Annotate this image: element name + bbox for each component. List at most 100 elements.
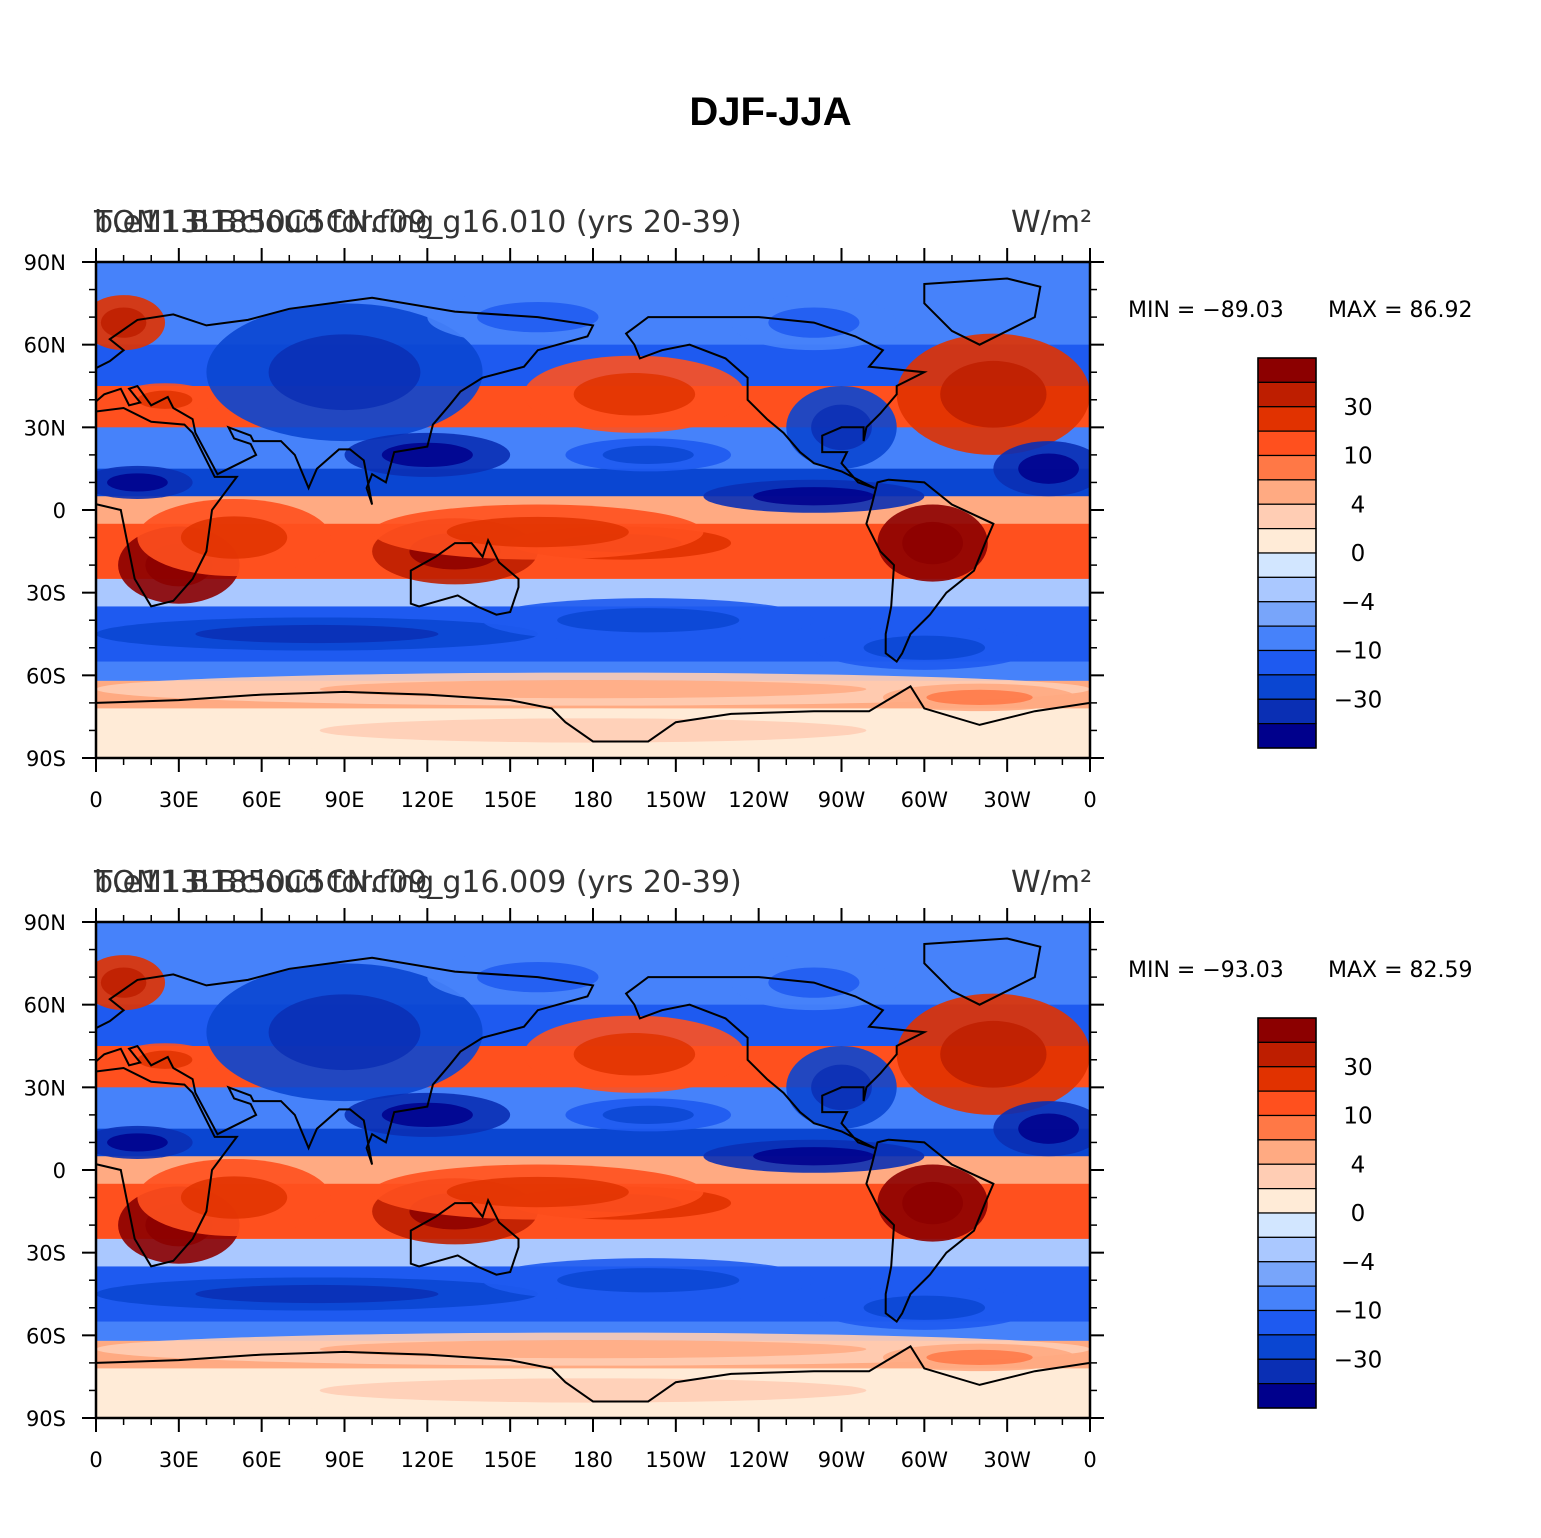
- coastline-southamerica: [865, 478, 995, 664]
- contour-blob-core: [268, 994, 421, 1071]
- colorbar-box: [1257, 454, 1317, 481]
- contour-blob-core: [446, 1176, 629, 1208]
- contour-blob-core: [180, 516, 288, 559]
- x-tick-label: 120E: [401, 1448, 454, 1472]
- colorbar-label: 10: [1343, 444, 1372, 470]
- contour-blob-core: [319, 1378, 867, 1403]
- coastline-australia: [409, 1197, 520, 1276]
- y-tick-label: 90S: [26, 747, 66, 771]
- right-title: W/m²: [1011, 205, 1092, 240]
- x-tick-label: 30E: [159, 1448, 199, 1472]
- contour-blob-core: [100, 967, 147, 998]
- contour-blob-core: [902, 521, 963, 565]
- y-tick-label: 60S: [26, 1324, 66, 1348]
- contour-blob-core: [319, 680, 867, 699]
- right-title: W/m²: [1011, 865, 1092, 900]
- coastline-antarctica: [96, 1345, 1090, 1418]
- y-tick-label: 60N: [24, 994, 66, 1018]
- colorbar-box: [1257, 1139, 1317, 1165]
- colorbar-box: [1257, 430, 1317, 457]
- contour-blob-core: [180, 1176, 288, 1219]
- colorbar-label: −10: [1334, 639, 1383, 665]
- colorbar-box: [1257, 1334, 1317, 1360]
- contour-blob-core: [381, 1102, 473, 1128]
- contour-blob-core: [319, 1340, 867, 1359]
- colorbar-box: [1257, 649, 1317, 676]
- contour-blob-core: [446, 516, 629, 548]
- x-tick-label: 90E: [325, 1448, 365, 1472]
- y-tick-label: 60N: [24, 334, 66, 358]
- x-tick-label: 90W: [818, 1448, 866, 1472]
- colorbar-label: −30: [1334, 687, 1383, 713]
- colorbar-frame: [1257, 1017, 1317, 1409]
- colorbar-label: 30: [1343, 395, 1372, 421]
- left-title: TOM13LB: [93, 865, 237, 900]
- colorbar-box: [1257, 723, 1317, 749]
- colorbar-box: [1257, 601, 1317, 627]
- contour-blob-core: [557, 1268, 740, 1293]
- colorbar-box: [1257, 625, 1317, 652]
- contour-field: [96, 922, 1090, 1418]
- colorbar-box: [1257, 1309, 1317, 1336]
- contour-blob-core: [940, 360, 1047, 428]
- colorbar-label: −4: [1341, 590, 1375, 616]
- colorbar-box: [1257, 1114, 1317, 1141]
- x-tick-label: 30W: [983, 1448, 1031, 1472]
- colorbar-box: [1257, 1285, 1317, 1312]
- colorbar-box: [1257, 552, 1317, 578]
- y-tick-label: 0: [53, 1159, 66, 1183]
- x-tick-label: 30W: [983, 788, 1031, 812]
- y-tick-label: 90N: [24, 251, 66, 275]
- colorbar-box: [1257, 1041, 1317, 1068]
- x-tick-label: 150W: [645, 788, 706, 812]
- x-tick-label: 90E: [325, 788, 365, 812]
- x-tick-label: 120W: [728, 788, 789, 812]
- lat-band: [96, 468, 1090, 498]
- colorbar: 30 10 4 0 −4 −10 −30: [1257, 1017, 1383, 1409]
- colorbar-label: 0: [1351, 541, 1366, 567]
- y-tick-label: 30N: [24, 1076, 66, 1100]
- contour-blob-core: [107, 1133, 168, 1152]
- map-panel-1: 0 30E 60E 90E 120E 150E 180 150W 120W 90W 60W 30W 09…: [24, 205, 1473, 812]
- contour-blob-core: [573, 373, 696, 416]
- y-tick-label: 30S: [26, 1242, 66, 1266]
- x-tick-label: 120E: [401, 788, 454, 812]
- contour-blob-core: [100, 307, 147, 338]
- min-stat: MIN = −93.03: [1128, 958, 1284, 983]
- contour-blob-core: [1018, 1113, 1079, 1144]
- variable-title: cloud forcing: [240, 205, 434, 240]
- variable-title: cloud forcing: [240, 865, 434, 900]
- map-panel-2: 0 30E 60E 90E 120E 150E 180 150W 120W 90W 60W 30W 09…: [24, 865, 1473, 1472]
- contour-blob-core: [319, 718, 867, 743]
- contour-blob-core: [137, 1050, 193, 1069]
- colorbar-box: [1257, 503, 1317, 530]
- left-title: TOM13LB: [93, 205, 237, 240]
- colorbar-box: [1257, 1066, 1317, 1092]
- max-stat: MAX = 86.92: [1328, 298, 1473, 323]
- contour-blob-core: [573, 1033, 696, 1076]
- colorbar-box: [1257, 1236, 1317, 1263]
- colorbar-box: [1257, 1358, 1317, 1385]
- contour-blob-core: [107, 473, 168, 492]
- contour-blob-core: [940, 1020, 1047, 1088]
- colorbar: 30 10 4 0 −4 −10 −30: [1257, 357, 1383, 749]
- contour-blob-core: [926, 1349, 1033, 1365]
- contour-blob-core: [195, 1284, 439, 1304]
- coastline-northamerica: [624, 976, 928, 1149]
- colorbar-box: [1257, 1163, 1317, 1190]
- colorbar-label: 0: [1351, 1201, 1366, 1227]
- x-tick-label: 90W: [818, 788, 866, 812]
- x-tick-label: 150W: [645, 1448, 706, 1472]
- y-tick-label: 30S: [26, 582, 66, 606]
- max-stat: MAX = 82.59: [1328, 958, 1473, 983]
- y-tick-label: 90S: [26, 1407, 66, 1431]
- x-tick-label: 0: [1083, 788, 1096, 812]
- colorbar-label: −30: [1334, 1347, 1383, 1373]
- colorbar-box: [1257, 1261, 1317, 1287]
- colorbar-label: 4: [1351, 492, 1366, 518]
- x-tick-label: 0: [89, 788, 102, 812]
- contour-blob-core: [902, 1181, 963, 1225]
- colorbar-box: [1257, 698, 1317, 725]
- y-tick-label: 60S: [26, 664, 66, 688]
